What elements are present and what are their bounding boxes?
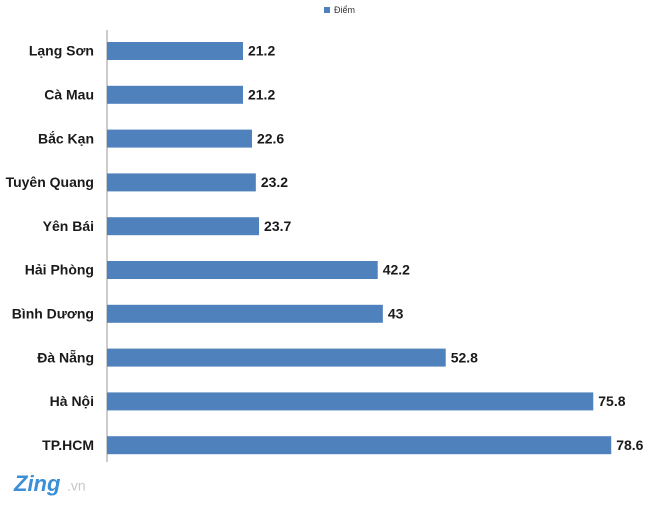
value-label: 23.2 xyxy=(261,174,288,190)
bar xyxy=(107,392,594,411)
value-label: 75.8 xyxy=(598,393,625,409)
bar xyxy=(107,173,256,192)
watermark-suffix: .vn xyxy=(67,478,86,494)
bar xyxy=(107,129,252,148)
bar xyxy=(107,304,383,323)
value-label: 23.7 xyxy=(264,218,291,234)
bar xyxy=(107,85,243,104)
legend-swatch xyxy=(324,7,330,13)
y-tick-label: Bắc Kạn xyxy=(38,129,94,146)
y-tick-label: Đà Nẵng xyxy=(37,348,94,365)
y-tick-label: Lạng Sơn xyxy=(29,43,94,59)
y-tick-label: Hải Phòng xyxy=(25,262,94,278)
value-label: 21.2 xyxy=(248,87,275,103)
value-label: 52.8 xyxy=(451,349,478,365)
y-tick-label: Yên Bái xyxy=(43,218,94,234)
bar xyxy=(107,348,446,367)
y-tick-label: Hà Nội xyxy=(50,393,94,409)
value-label: 43 xyxy=(388,306,404,322)
y-tick-label: Bình Dương xyxy=(12,306,94,322)
watermark: Zing .vn xyxy=(13,471,86,496)
bar xyxy=(107,42,243,60)
bar xyxy=(107,436,612,455)
value-label: 22.6 xyxy=(257,130,284,146)
value-label: 21.2 xyxy=(248,43,275,59)
bar xyxy=(107,261,378,279)
y-tick-label: Cà Mau xyxy=(44,87,94,103)
value-label: 78.6 xyxy=(616,437,643,453)
legend-label: Điểm xyxy=(334,5,355,15)
watermark-brand: Zing xyxy=(13,471,61,496)
value-label: 42.2 xyxy=(383,262,410,278)
bar xyxy=(107,217,260,236)
y-tick-label: TP.HCM xyxy=(42,437,94,453)
y-tick-label: Tuyên Quang xyxy=(6,174,94,190)
